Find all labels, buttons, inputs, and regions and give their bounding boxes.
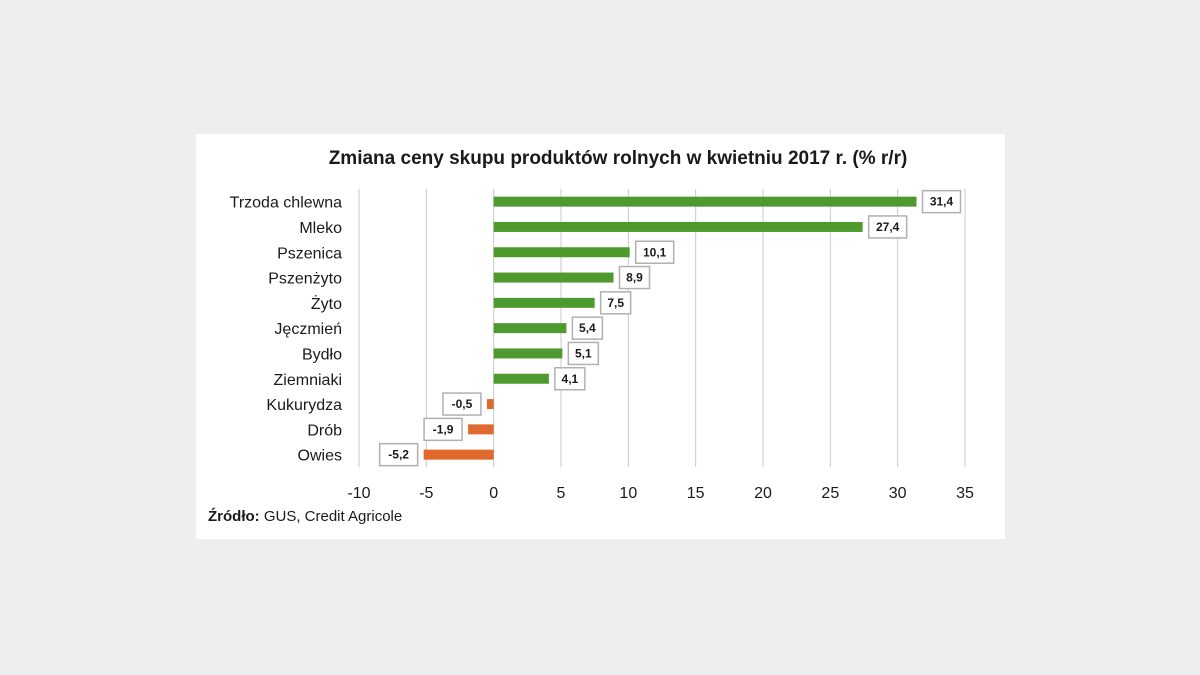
data-label-text: 8,9 [626, 271, 643, 285]
data-label-7: 5,1 [567, 341, 600, 366]
category-label: Trzoda chlewna [230, 195, 342, 212]
source-text: GUS, Credit Agricole [259, 508, 403, 525]
data-label-box [618, 265, 651, 290]
x-tick-label: -5 [419, 485, 433, 502]
data-label-3: 10,1 [634, 240, 675, 264]
data-label-box [554, 367, 586, 391]
x-axis-tick-labels: -10 -5 0 5 10 15 20 25 30 35 [347, 485, 974, 502]
data-label-text: 5,4 [579, 321, 596, 335]
category-label: Owies [298, 448, 342, 465]
source-label: Źródło: [208, 508, 260, 525]
x-tick-label: 25 [821, 485, 839, 502]
category-label: Pszenżyto [268, 271, 342, 288]
data-label-8: 4,1 [554, 367, 586, 391]
bar-4 [493, 272, 614, 283]
bar-5 [493, 297, 595, 308]
gridlines [358, 189, 966, 467]
data-label-box [423, 417, 463, 442]
data-label-5: 7,5 [599, 291, 632, 315]
category-label: Jęczmień [274, 321, 342, 338]
data-labels: 31,4 27,4 10,18,97,5 5,4 5,1 4,1 -0,5 -1,9 -5,2 [378, 189, 962, 467]
bars [423, 196, 917, 460]
data-label-box [378, 442, 419, 467]
category-label: Mleko [299, 220, 342, 237]
bar-9 [486, 399, 494, 410]
category-label: Pszenica [277, 245, 342, 262]
x-tick-label: 5 [557, 485, 566, 502]
data-label-box [571, 316, 604, 340]
x-tick-label: 10 [619, 485, 637, 502]
data-label-6: 5,4 [571, 316, 604, 340]
data-label-9: -0,5 [442, 392, 482, 416]
category-label: Drób [307, 422, 342, 439]
data-label-text: -0,5 [452, 397, 473, 411]
data-label-box [442, 392, 482, 416]
x-tick-label: 20 [754, 485, 772, 502]
chart-panel: Zmiana ceny skupu produktów rolnych w kw… [196, 134, 1005, 539]
chart-title: Zmiana ceny skupu produktów rolnych w kw… [329, 148, 908, 169]
data-label-text: -1,9 [433, 422, 454, 436]
bar-10 [468, 424, 494, 435]
bar-3 [493, 247, 630, 258]
data-label-box [599, 291, 632, 315]
category-label: Kukurydza [266, 397, 342, 414]
data-label-box [867, 215, 908, 239]
category-label: Ziemniaki [274, 372, 342, 389]
data-label-text: 7,5 [607, 296, 624, 310]
source-note: Źródło: GUS, Credit Agricole [208, 508, 402, 525]
x-tick-label: 35 [956, 485, 974, 502]
data-label-11: -5,2 [378, 442, 419, 467]
data-label-box [634, 240, 675, 264]
data-label-2: 27,4 [867, 215, 908, 239]
bar-2 [493, 221, 863, 232]
data-label-text: 10,1 [643, 245, 667, 259]
data-label-text: 27,4 [876, 220, 900, 234]
category-labels: Trzoda chlewna Mleko Pszenica Pszenżyto Żyto… [230, 195, 342, 465]
data-label-box [921, 189, 962, 214]
data-label-4: 8,9 [618, 265, 651, 290]
x-tick-label: 0 [489, 485, 498, 502]
data-label-box [567, 341, 600, 366]
data-label-text: 4,1 [562, 372, 579, 386]
category-label: Bydło [302, 346, 342, 363]
data-label-text: -5,2 [388, 448, 409, 462]
data-label-1: 31,4 [921, 189, 962, 214]
data-label-text: 5,1 [575, 346, 592, 360]
x-tick-label: -10 [347, 485, 370, 502]
bar-6 [493, 323, 567, 334]
bar-chart: Zmiana ceny skupu produktów rolnych w kw… [230, 148, 974, 502]
data-label-10: -1,9 [423, 417, 463, 442]
x-tick-label: 15 [687, 485, 705, 502]
category-label: Żyto [311, 294, 342, 313]
bar-8 [493, 373, 549, 384]
data-label-text: 31,4 [930, 195, 954, 209]
bar-7 [493, 348, 563, 359]
bar-11 [423, 449, 494, 460]
bar-1 [493, 196, 917, 207]
x-tick-label: 30 [889, 485, 907, 502]
